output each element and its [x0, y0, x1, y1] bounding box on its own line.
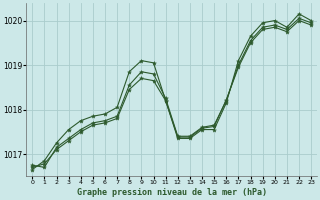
X-axis label: Graphe pression niveau de la mer (hPa): Graphe pression niveau de la mer (hPa) [77, 188, 267, 197]
